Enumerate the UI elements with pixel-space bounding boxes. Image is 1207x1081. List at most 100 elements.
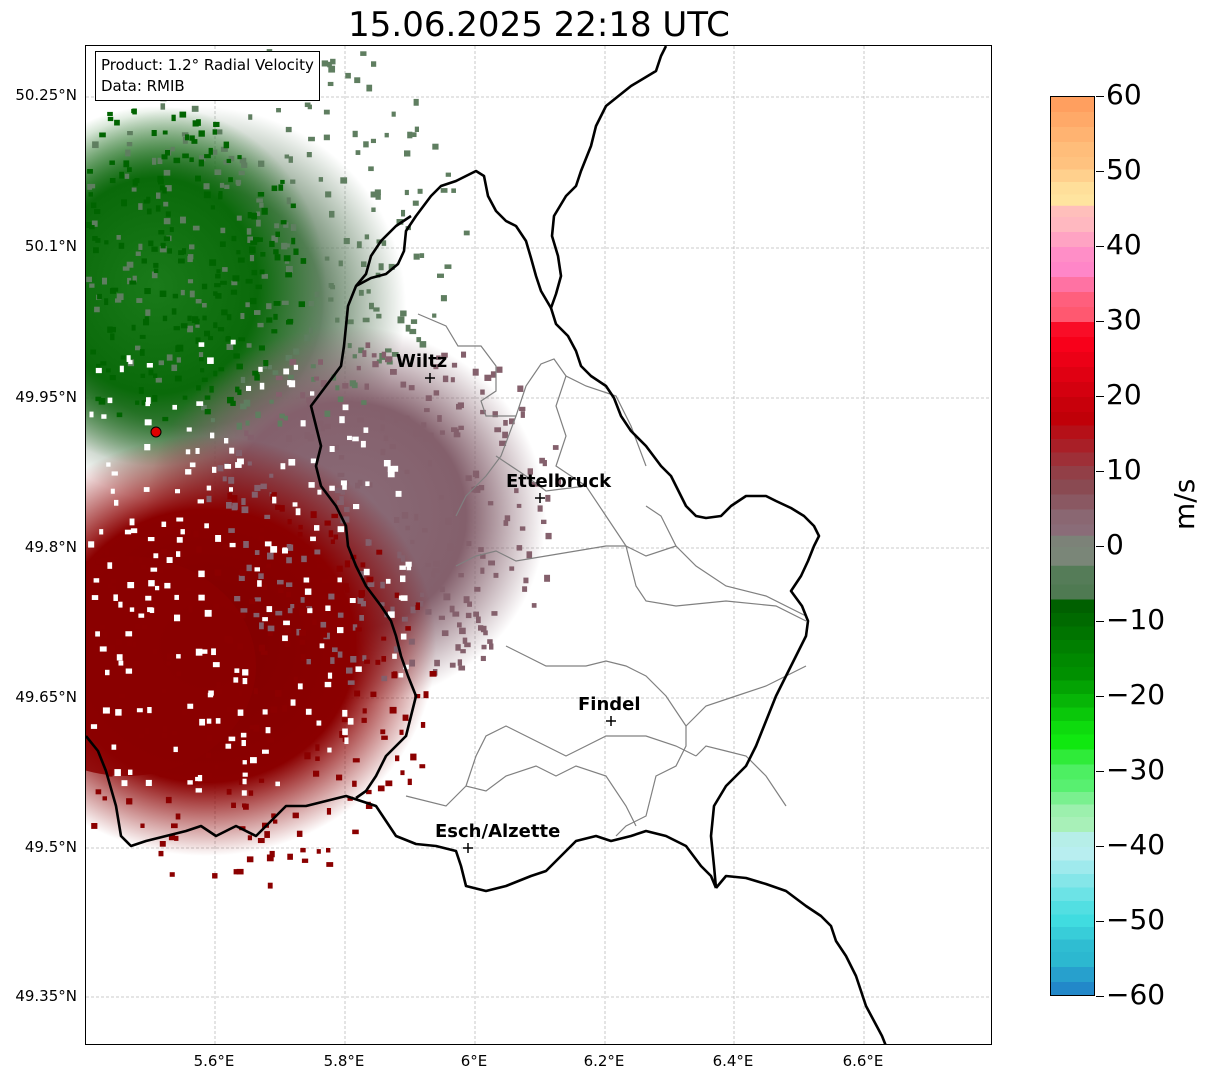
radar-pixel <box>416 337 422 343</box>
radar-site-marker <box>150 426 162 438</box>
radar-pixel <box>387 470 395 478</box>
radar-pixel <box>345 72 351 79</box>
radar-pixel <box>198 570 205 578</box>
radar-pixel <box>127 277 132 285</box>
radar-pixel <box>141 537 147 543</box>
radar-pixel <box>189 135 195 141</box>
radar-pixel <box>480 554 486 559</box>
colorbar-gradient <box>1051 97 1094 995</box>
radar-pixel <box>358 347 364 354</box>
radar-pixel <box>173 746 178 753</box>
radar-pixel <box>238 574 245 582</box>
radar-pixel <box>318 177 324 182</box>
radar-pixel <box>210 709 215 715</box>
colorbar-tick-label: 20 <box>1106 378 1142 411</box>
radar-pixel <box>169 227 174 233</box>
radar-pixel <box>148 369 154 376</box>
velocity-colorbar <box>1050 96 1095 996</box>
radar-pixel <box>213 121 220 127</box>
radar-pixel <box>173 157 181 164</box>
data-source-label: Data: RMIB <box>101 77 185 95</box>
radar-pixel <box>466 541 472 547</box>
radar-pixel <box>367 482 373 488</box>
radar-pixel <box>344 560 351 568</box>
radar-pixel <box>241 740 246 747</box>
radar-pixel <box>266 303 272 310</box>
radar-pixel <box>240 732 247 738</box>
radar-pixel <box>95 631 100 637</box>
radar-pixel <box>464 642 471 648</box>
radar-pixel <box>427 432 434 439</box>
radar-pixel <box>288 380 296 388</box>
radar-pixel <box>404 189 409 196</box>
radar-pixel <box>116 235 121 240</box>
radar-pixel <box>401 209 406 217</box>
radar-pixel <box>216 129 223 135</box>
radar-pixel <box>203 191 211 199</box>
radar-pixel <box>202 303 207 308</box>
radar-pixel <box>405 525 411 531</box>
colorbar-tick <box>1096 621 1104 622</box>
radar-pixel <box>214 569 222 576</box>
radar-pixel <box>425 562 431 568</box>
radar-pixel <box>478 625 484 631</box>
radar-pixel <box>314 549 321 555</box>
radar-pixel <box>392 465 399 472</box>
radar-pixel <box>407 778 412 786</box>
radar-pixel <box>333 534 339 540</box>
radar-pixel <box>305 708 312 715</box>
radar-pixel <box>234 596 241 602</box>
radar-pixel <box>178 250 184 256</box>
radar-pixel <box>320 380 327 387</box>
radar-pixel <box>236 250 241 255</box>
radar-pixel <box>230 339 236 345</box>
radar-map[interactable] <box>85 45 992 1045</box>
radar-pixel <box>460 649 466 654</box>
radar-pixel <box>157 157 163 165</box>
radar-pixel <box>186 427 192 432</box>
radar-pixel <box>280 179 285 184</box>
colorbar-band <box>1051 901 1094 916</box>
colorbar-band <box>1051 247 1094 263</box>
radar-pixel <box>385 348 392 353</box>
radar-pixel <box>385 578 391 584</box>
radar-pixel <box>404 469 410 475</box>
radar-pixel <box>215 293 222 299</box>
radar-pixel <box>269 240 275 248</box>
radar-pixel <box>89 283 95 288</box>
radar-pixel <box>478 485 485 491</box>
radar-pixel <box>108 769 113 777</box>
colorbar-band <box>1051 352 1094 368</box>
radar-pixel <box>532 482 539 487</box>
radar-pixel <box>552 445 559 450</box>
radar-pixel <box>269 473 274 478</box>
radar-pixel <box>302 548 309 553</box>
colorbar-tick-label: 60 <box>1106 78 1142 111</box>
radar-pixel <box>288 459 296 466</box>
radar-pixel <box>445 172 451 177</box>
radar-pixel <box>284 154 290 159</box>
radar-pixel <box>244 430 249 437</box>
colorbar-band <box>1051 599 1094 614</box>
radar-pixel <box>391 352 399 357</box>
radar-pixel <box>300 654 306 661</box>
radar-pixel <box>227 396 234 404</box>
radar-pixel <box>240 403 247 410</box>
radar-pixel <box>217 327 225 332</box>
radar-pixel <box>441 630 449 637</box>
radar-pixel <box>269 399 274 404</box>
radar-pixel <box>233 353 240 359</box>
radar-pixel <box>383 460 391 467</box>
radar-pixel <box>273 313 278 320</box>
radar-pixel <box>290 699 296 706</box>
radar-pixel <box>492 411 498 418</box>
colorbar-band <box>1051 680 1094 695</box>
radar-pixel <box>162 130 168 135</box>
radar-pixel <box>352 624 358 631</box>
radar-pixel <box>320 425 325 432</box>
radar-pixel <box>381 735 388 740</box>
radar-pixel <box>195 448 200 454</box>
radar-pixel <box>328 297 334 302</box>
radar-pixel <box>216 682 221 689</box>
radar-pixel <box>248 114 253 120</box>
